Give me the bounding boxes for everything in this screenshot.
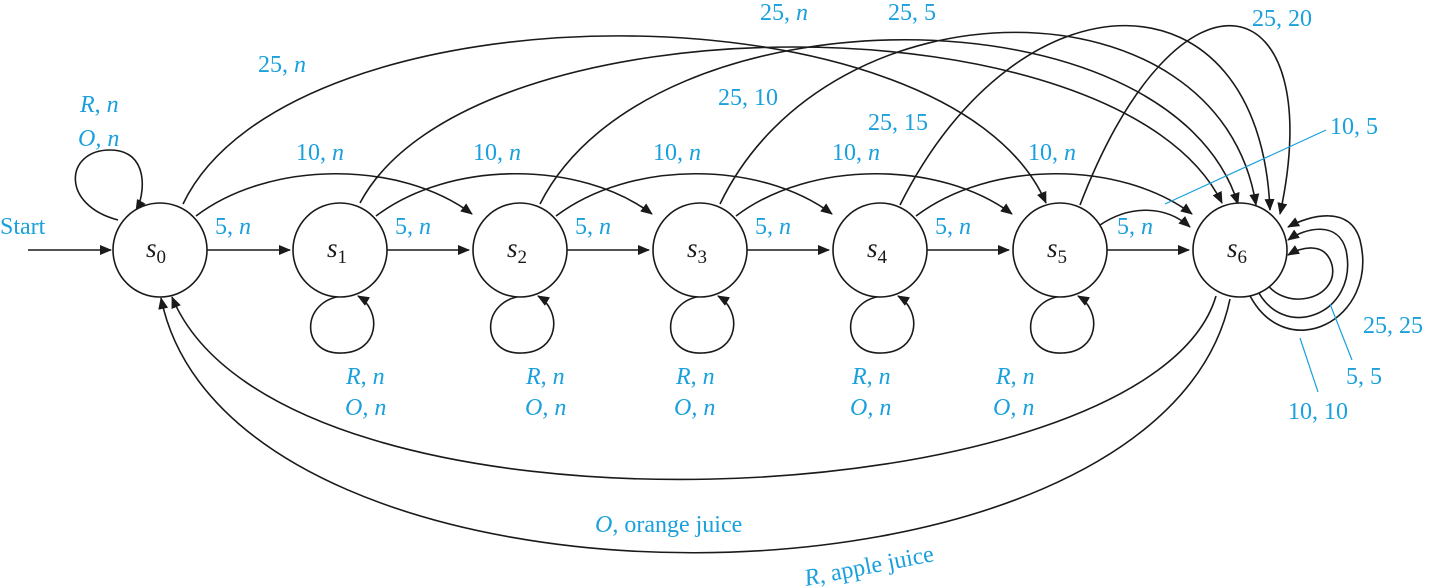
loop-s1	[309, 295, 375, 354]
edge-10-s4-s6	[915, 172, 1193, 217]
loop-s6-outer	[1247, 215, 1364, 331]
edge-25-s3-s6	[719, 31, 1260, 206]
self-loop-labels: R, n O, n R, n O, n R, n O, n R, n O, n …	[345, 364, 1035, 421]
label-10-s2-s4: 10, n	[653, 140, 701, 166]
svg-text:s0: s0	[146, 233, 166, 268]
state-s2: s2	[472, 202, 568, 298]
nodes: s0 s1 s2 s3 s4 s5 s6	[112, 202, 1288, 298]
label-5-5: 5, 5	[1346, 364, 1382, 390]
svg-text:s4: s4	[867, 233, 888, 268]
label-10-s5-s6: 10, 5	[1330, 114, 1378, 140]
s0-loop-label: R, n O, n	[78, 92, 119, 152]
svg-text:O, n: O, n	[674, 395, 715, 421]
svg-text:s6: s6	[1227, 233, 1247, 268]
label-10-s4-s6: 10, n	[1028, 140, 1076, 166]
label-25-s5-s6: 25, 20	[1252, 6, 1312, 32]
loop-s6-inner	[1261, 245, 1334, 300]
label-25-s2-s6: 25, 5	[888, 0, 936, 26]
s6-loop-edges	[1247, 215, 1364, 331]
label-apple-juice: R, apple juice	[801, 541, 936, 588]
state-s4: s4	[832, 202, 928, 298]
five-labels: 5, n 5, n 5, n 5, n 5, n 5, n	[215, 214, 1153, 240]
svg-text:s1: s1	[327, 233, 347, 268]
self-loop-edges	[309, 295, 1095, 354]
state-s1: s1	[292, 202, 388, 298]
loop-s5	[1029, 295, 1095, 354]
label-10-s0-s2: 10, n	[296, 140, 344, 166]
label-25-s0-s5: 25, n	[258, 52, 306, 78]
label-25-s4-s6: 25, 15	[868, 110, 928, 136]
label-10-s3-s5: 10, n	[832, 140, 880, 166]
return-edges	[158, 295, 1231, 554]
leader-5-5	[1329, 303, 1353, 361]
label-5-s4-s5: 5, n	[935, 214, 971, 240]
svg-text:s5: s5	[1047, 233, 1067, 268]
label-25-s3-s6: 25, 10	[718, 85, 778, 111]
label-5-s3-s4: 5, n	[755, 214, 791, 240]
label-5-s1-s2: 5, n	[395, 214, 431, 240]
svg-text:O, n: O, n	[78, 126, 119, 152]
s6-loop-labels: 25, 25 5, 5 10, 10	[1288, 313, 1423, 425]
edge-25-s2-s6	[539, 38, 1240, 205]
twentyfive-edges	[182, 24, 1291, 215]
twentyfive-labels: 25, n 25, n 25, 5 25, 10 25, 15 25, 20	[258, 0, 1312, 136]
label-orange-juice: O, orange juice	[595, 512, 742, 538]
label-5-s2-s3: 5, n	[575, 214, 611, 240]
edge-10-s5-s6	[1099, 209, 1191, 228]
edge-10-s3-s5	[735, 172, 1013, 217]
svg-text:s3: s3	[687, 233, 707, 268]
label-10-s1-s3: 10, n	[473, 140, 521, 166]
edge-25-s5-s6	[1079, 25, 1291, 215]
edge-10-s1-s3	[375, 172, 653, 217]
loop-s3	[669, 295, 735, 354]
loop-s2	[489, 295, 555, 354]
label-25-s1-s6: 25, n	[760, 0, 808, 26]
state-s3: s3	[652, 202, 748, 298]
label-5-s0-s1: 5, n	[215, 214, 251, 240]
svg-text:R, n: R, n	[79, 92, 119, 118]
svg-text:O, n: O, n	[345, 395, 386, 421]
edge-orange-s6-s0	[171, 295, 1217, 481]
edge-25-s0-s5	[182, 35, 1047, 205]
label-25-25: 25, 25	[1363, 313, 1423, 339]
state-s6: s6	[1192, 202, 1288, 298]
edge-25-s4-s6	[899, 24, 1275, 211]
ten-labels: 10, n 10, n 10, n 10, n 10, n 10, 5	[296, 114, 1378, 166]
loop-s0	[74, 149, 146, 221]
svg-text:R, n: R, n	[675, 364, 715, 390]
svg-text:s2: s2	[507, 233, 527, 268]
state-s0: s0	[112, 202, 208, 298]
edge-25-s1-s6	[359, 46, 1223, 204]
label-10-10: 10, 10	[1288, 399, 1348, 425]
loop-s4	[849, 295, 915, 354]
svg-text:R, n: R, n	[345, 364, 385, 390]
edge-apple-s6-s0	[158, 297, 1231, 554]
svg-text:R, n: R, n	[995, 364, 1035, 390]
svg-text:O, n: O, n	[993, 395, 1034, 421]
svg-text:R, n: R, n	[525, 364, 565, 390]
ten-edges	[195, 172, 1193, 228]
svg-text:R, n: R, n	[851, 364, 891, 390]
start-label: Start	[0, 214, 46, 240]
edge-10-s2-s4	[555, 172, 833, 217]
svg-text:O, n: O, n	[525, 395, 566, 421]
loop-s6-middle	[1254, 228, 1349, 319]
state-s5: s5	[1012, 202, 1108, 298]
svg-text:O, n: O, n	[850, 395, 891, 421]
leader-10-10	[1299, 337, 1319, 393]
leader-10-5	[1164, 129, 1327, 205]
label-5-s5-s6: 5, n	[1117, 214, 1153, 240]
edge-10-s0-s2	[195, 172, 473, 217]
